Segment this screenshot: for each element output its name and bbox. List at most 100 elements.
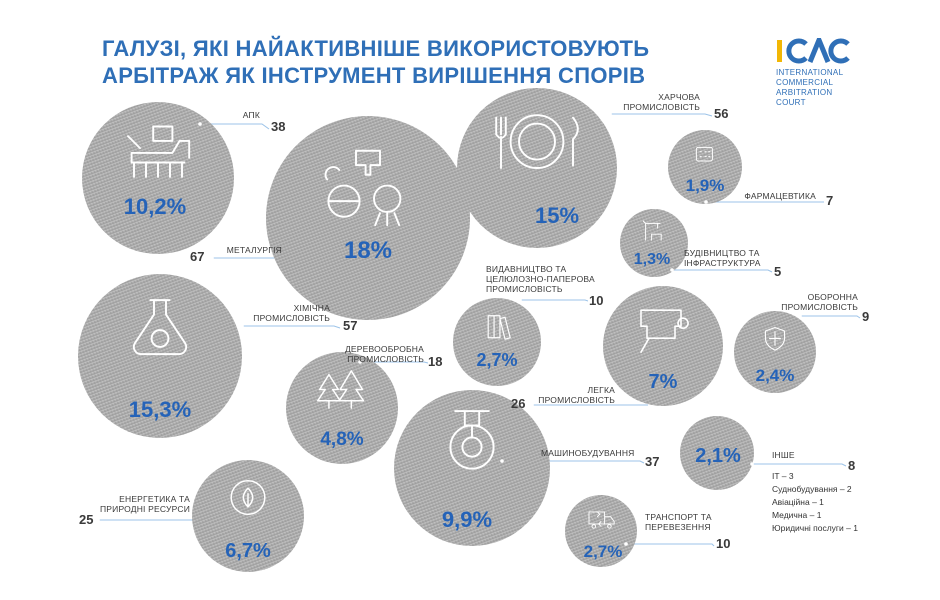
other-breakdown: IT – 3 Суднобудування – 2 Авіаційна – 1 Мед… <box>772 470 858 535</box>
bubble-share: 18% <box>344 237 392 264</box>
logo-line: INTERNATIONAL <box>776 68 844 77</box>
category-label: ПРОМИСЛОВІСТЬ <box>781 302 858 312</box>
harvester-icon <box>127 125 191 178</box>
bubble <box>603 286 723 406</box>
category-count: 67 <box>190 249 204 264</box>
category-label: ЕНЕРГЕТИКА ТА <box>119 494 190 504</box>
category-label: МАШИНОБУДУВАННЯ <box>541 448 635 458</box>
category-count: 26 <box>511 396 525 411</box>
category-label: ПЕРЕВЕЗЕННЯ <box>645 522 711 532</box>
category-label: БУДІВНИЦТВО ТА <box>684 248 760 258</box>
leader-dot <box>608 112 612 116</box>
pills-icon <box>695 146 713 162</box>
leader-line <box>520 299 589 302</box>
bubble-share: 4,8% <box>320 429 363 450</box>
leader-line <box>672 269 773 273</box>
bubble-share: 2,7% <box>584 542 623 561</box>
bubble <box>453 298 541 386</box>
category-label: ВИДАВНИЦТВО ТА <box>486 264 566 274</box>
bubble <box>78 274 242 438</box>
truck-icon <box>588 511 615 529</box>
category-count: 10 <box>716 536 730 551</box>
category-count: 57 <box>343 318 357 333</box>
leader-line <box>242 325 341 329</box>
bubble <box>192 460 304 572</box>
leader-line <box>360 361 429 364</box>
category-label: ДЕРЕВООБРОБНА <box>345 344 424 354</box>
bubble <box>680 416 754 490</box>
category-count: 8 <box>848 458 855 473</box>
category-count: 5 <box>774 264 781 279</box>
category-label: ЦЕЛЮЛОЗНО-ПАПЕРОВА <box>486 274 595 284</box>
bubble <box>565 495 637 567</box>
crane-icon <box>642 220 662 241</box>
category-label: ХАРЧОВА <box>658 92 700 102</box>
category-count: 25 <box>79 512 93 527</box>
bubble-group: 18% <box>266 116 470 320</box>
bubble-group: 7% <box>603 286 723 406</box>
leader-dot <box>500 459 504 463</box>
title-line-1: ГАЛУЗІ, ЯКІ НАЙАКТИВНІШЕ ВИКОРИСТОВУЮТЬ <box>102 36 650 61</box>
leader-dot <box>624 542 628 546</box>
category-label: ПРОМИСЛОВІСТЬ <box>623 102 700 112</box>
leader-dot <box>358 360 362 364</box>
logo-text: INTERNATIONAL COMMERCIAL ARBITRATION COU… <box>776 68 886 108</box>
leader-line <box>200 123 270 130</box>
bubble-group: 15% <box>457 88 617 248</box>
trees-icon <box>316 370 365 409</box>
category-count: 7 <box>826 193 833 208</box>
bubble-share: 2,1% <box>695 445 741 467</box>
category-label: МЕТАЛУРГІЯ <box>227 245 282 255</box>
bubble-group: 2,7% <box>453 298 541 386</box>
logo-line: COMMERCIAL <box>776 78 834 87</box>
other-item: Медична – 1 <box>772 510 822 520</box>
leader-dot <box>670 268 674 272</box>
bubble-group: 4,8% <box>286 352 398 464</box>
leader-dot <box>704 200 708 204</box>
bubble-group: 1,9% <box>668 130 742 204</box>
bubble-share: 15,3% <box>129 397 191 422</box>
icac-logo: INTERNATIONAL COMMERCIAL ARBITRATION COU… <box>776 38 886 108</box>
bubble-group: 1,3% <box>620 209 688 277</box>
category-label: ХІМІЧНА <box>294 303 330 313</box>
leader-dot <box>530 403 534 407</box>
bubble-share: 1,3% <box>634 251 670 268</box>
title-line-2: АРБІТРАЖ ЯК ІНСТРУМЕНТ ВИРІШЕННЯ СПОРІВ <box>102 63 646 88</box>
bubble-group: 9,9% <box>394 390 550 546</box>
bubble <box>668 130 742 204</box>
category-label: ІНФРАСТРУКТУРА <box>684 258 761 268</box>
category-label: ТРАНСПОРТ ТА <box>645 512 712 522</box>
bubble-share: 7% <box>649 371 678 393</box>
leader-dot <box>96 518 100 522</box>
category-count: 38 <box>271 119 285 134</box>
category-label: ФАРМАЦЕВТИКА <box>744 191 816 201</box>
bubble-share: 2,7% <box>476 350 517 370</box>
category-count: 56 <box>714 106 728 121</box>
category-label: ІНШЕ <box>772 450 795 460</box>
metallurgy-icon <box>324 149 402 227</box>
other-item: Суднобудування – 2 <box>772 484 852 494</box>
leader-dot <box>798 314 802 318</box>
leader-line <box>610 113 713 117</box>
leader-dot <box>210 256 214 260</box>
bubble-group: 2,7% <box>565 495 637 567</box>
category-label: ПРОМИСЛОВІСТЬ <box>538 395 615 405</box>
bubble-share: 10,2% <box>124 194 186 219</box>
category-label: ПРИРОДНІ РЕСУРСИ <box>100 504 190 514</box>
logo-line: ARBITRATION <box>776 88 833 97</box>
bubble-share: 15% <box>535 203 579 228</box>
leader-dot <box>198 122 202 126</box>
sewing-machine-icon <box>640 309 689 354</box>
other-item: Юридичні послуги – 1 <box>772 523 858 533</box>
bubble-group: 2,1% <box>680 416 754 490</box>
other-item: Авіаційна – 1 <box>772 497 824 507</box>
bubble <box>82 102 234 254</box>
category-count: 18 <box>428 354 442 369</box>
logo-line: COURT <box>776 98 806 107</box>
bubble-group: 2,4% <box>734 311 816 393</box>
bubble-group: 6,7% <box>192 460 304 572</box>
leader-dot <box>240 324 244 328</box>
page-title: ГАЛУЗІ, ЯКІ НАЙАКТИВНІШЕ ВИКОРИСТОВУЮТЬ … <box>102 35 649 89</box>
